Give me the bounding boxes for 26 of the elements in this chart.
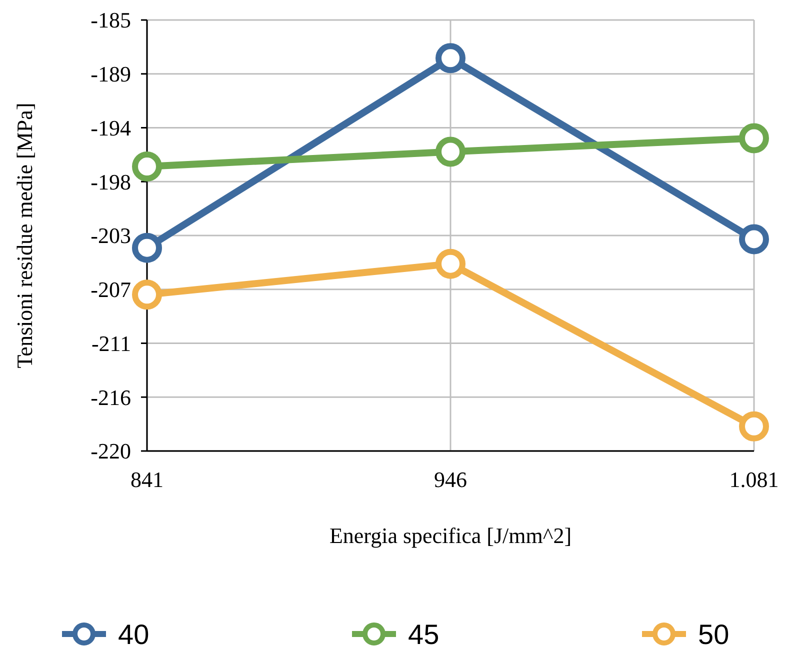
point: [739, 224, 769, 254]
y-tick-label: -194: [90, 115, 131, 140]
legend-label: 40: [118, 618, 150, 650]
y-tick-label: -220: [90, 438, 131, 464]
x-tick-label: 841: [130, 467, 164, 492]
y-tick-label: -211: [91, 330, 131, 356]
y-tick-label: -203: [90, 223, 131, 248]
legend-label: 45: [408, 618, 440, 650]
point: [132, 280, 162, 310]
y-tick-label: -198: [90, 169, 131, 194]
point: [436, 248, 466, 279]
y-tick-label: -189: [90, 62, 131, 87]
x-axis-title: Energia specifica [J/mm^2]: [329, 523, 572, 548]
point: [436, 43, 466, 74]
point: [132, 152, 162, 182]
x-tick-label: 946: [434, 467, 467, 492]
point: [739, 123, 769, 154]
point: [436, 136, 466, 167]
point: [739, 411, 769, 442]
y-tick-label: -216: [90, 384, 131, 410]
y-tick-label: -207: [90, 277, 131, 302]
point: [132, 232, 162, 263]
y-axis-title: Tensioni residue medie [MPa]: [12, 102, 37, 368]
legend-label: 50: [698, 618, 730, 650]
x-tick-label: 1.081: [729, 467, 779, 492]
y-tick-label: -185: [90, 8, 131, 33]
